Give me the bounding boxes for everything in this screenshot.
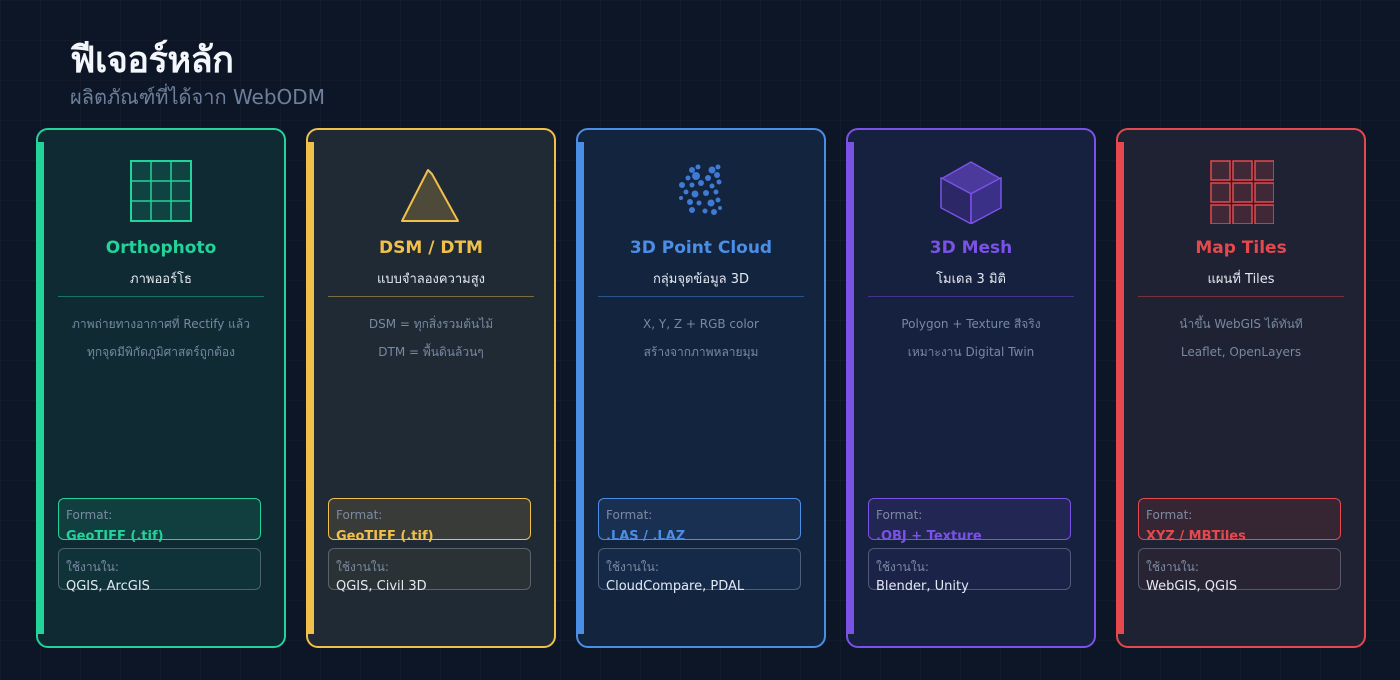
card-thai-title: แผนที่ Tiles [1207,272,1275,287]
format-value: .LAS / .LAZ [606,529,686,544]
desc-line: ภาพถ่ายทางอากาศที่ Rectify แล้ว [72,317,250,331]
tiles-icon [1208,158,1275,225]
card-title: Orthophoto [105,238,217,258]
card-thai-title: โมเดล 3 มิติ [936,272,1006,287]
grid-icon [128,158,194,224]
usage-box: ใช้งานใน: Blender, Unity [868,548,1071,594]
usage-value: CloudCompare, PDAL [606,579,745,594]
format-box: Format: GeoTIFF (.tif) [58,498,261,544]
desc-line: ทุกจุดมีพิกัดภูมิศาสตร์ถูกต้อง [86,345,235,359]
card-accent-bar [848,142,854,634]
desc-line: DSM = ทุกสิ่งรวมต้นไม้ [368,317,494,331]
format-label: Format: [876,508,923,522]
card-point-cloud: 3D Point Cloud กลุ่มจุดข้อมูล 3D X, Y, Z… [576,128,826,648]
card-thai-title: กลุ่มจุดข้อมูล 3D [652,272,750,287]
card-3d-mesh: 3D Mesh โมเดล 3 มิติ Polygon + Texture ส… [846,128,1096,648]
card-title: DSM / DTM [379,238,483,258]
desc-line: เหมาะงาน Digital Twin [907,345,1035,359]
page-title: ฟีเจอร์หลัก [70,40,234,81]
desc-line: Polygon + Texture สีจริง [901,317,1041,331]
card-description: X, Y, Z + RGB color สร้างจากภาพหลายมุม [588,310,814,366]
card-description: นำขึ้น WebGIS ได้ทันที Leaflet, OpenLaye… [1128,310,1354,366]
format-label: Format: [66,508,113,522]
card-dsm-dtm: DSM / DTM แบบจำลองความสูง DSM = ทุกสิ่งร… [306,128,556,648]
header: ฟีเจอร์หลัก ผลิตภัณฑ์ที่ได้จาก WebODM [70,38,325,110]
card-description: ภาพถ่ายทางอากาศที่ Rectify แล้ว ทุกจุดมี… [48,310,274,366]
usage-box: ใช้งานใน: CloudCompare, PDAL [598,548,801,594]
card-orthophoto: Orthophoto ภาพออร์โธ ภาพถ่ายทางอากาศที่ … [36,128,286,648]
format-box: Format: GeoTIFF (.tif) [328,498,531,544]
cube-icon [938,158,1004,225]
page-subtitle: ผลิตภัณฑ์ที่ได้จาก WebODM [70,85,325,109]
format-box: Format: XYZ / MBTiles [1138,498,1341,544]
desc-line: สร้างจากภาพหลายมุม [643,345,759,359]
card-accent-bar [38,142,44,634]
format-value: .OBJ + Texture [876,529,982,544]
card-description: Polygon + Texture สีจริง เหมาะงาน Digita… [858,310,1084,366]
format-value: GeoTIFF (.tif) [66,529,164,544]
card-divider [1138,296,1344,297]
card-title: 3D Point Cloud [629,238,773,258]
point-cloud-icon [668,158,734,224]
usage-label: ใช้งานใน: [66,560,119,574]
desc-line: DTM = พื้นดินล้วนๆ [378,345,484,359]
format-label: Format: [336,508,383,522]
card-accent-bar [1118,142,1124,634]
format-value: GeoTIFF (.tif) [336,529,434,544]
card-accent-bar [308,142,314,634]
card-title: 3D Mesh [929,238,1013,258]
usage-label: ใช้งานใน: [606,560,659,574]
desc-line: Leaflet, OpenLayers [1180,345,1302,359]
card-description: DSM = ทุกสิ่งรวมต้นไม้ DTM = พื้นดินล้วน… [318,310,544,366]
format-value: XYZ / MBTiles [1146,529,1246,544]
card-thai-title: ภาพออร์โธ [130,272,192,287]
card-title: Map Tiles [1195,238,1287,258]
usage-label: ใช้งานใน: [876,560,929,574]
usage-box: ใช้งานใน: QGIS, ArcGIS [58,548,261,594]
desc-line: X, Y, Z + RGB color [643,317,759,331]
usage-box: ใช้งานใน: QGIS, Civil 3D [328,548,531,594]
usage-value: QGIS, ArcGIS [66,579,150,594]
format-label: Format: [606,508,653,522]
card-divider [328,296,534,297]
card-divider [868,296,1074,297]
card-divider [58,296,264,297]
format-box: Format: .LAS / .LAZ [598,498,801,544]
format-box: Format: .OBJ + Texture [868,498,1071,544]
card-accent-bar [578,142,584,634]
format-label: Format: [1146,508,1193,522]
usage-label: ใช้งานใน: [336,560,389,574]
usage-value: Blender, Unity [876,579,969,594]
card-map-tiles: Map Tiles แผนที่ Tiles นำขึ้น WebGIS ได้… [1116,128,1366,648]
usage-box: ใช้งานใน: WebGIS, QGIS [1138,548,1341,594]
desc-line: นำขึ้น WebGIS ได้ทันที [1179,317,1303,331]
feature-cards: Orthophoto ภาพออร์โธ ภาพถ่ายทางอากาศที่ … [36,128,1366,648]
card-divider [598,296,804,297]
elevation-icon [398,158,464,224]
usage-value: QGIS, Civil 3D [336,579,427,594]
card-thai-title: แบบจำลองความสูง [376,272,486,287]
usage-label: ใช้งานใน: [1146,560,1199,574]
usage-value: WebGIS, QGIS [1146,579,1238,594]
